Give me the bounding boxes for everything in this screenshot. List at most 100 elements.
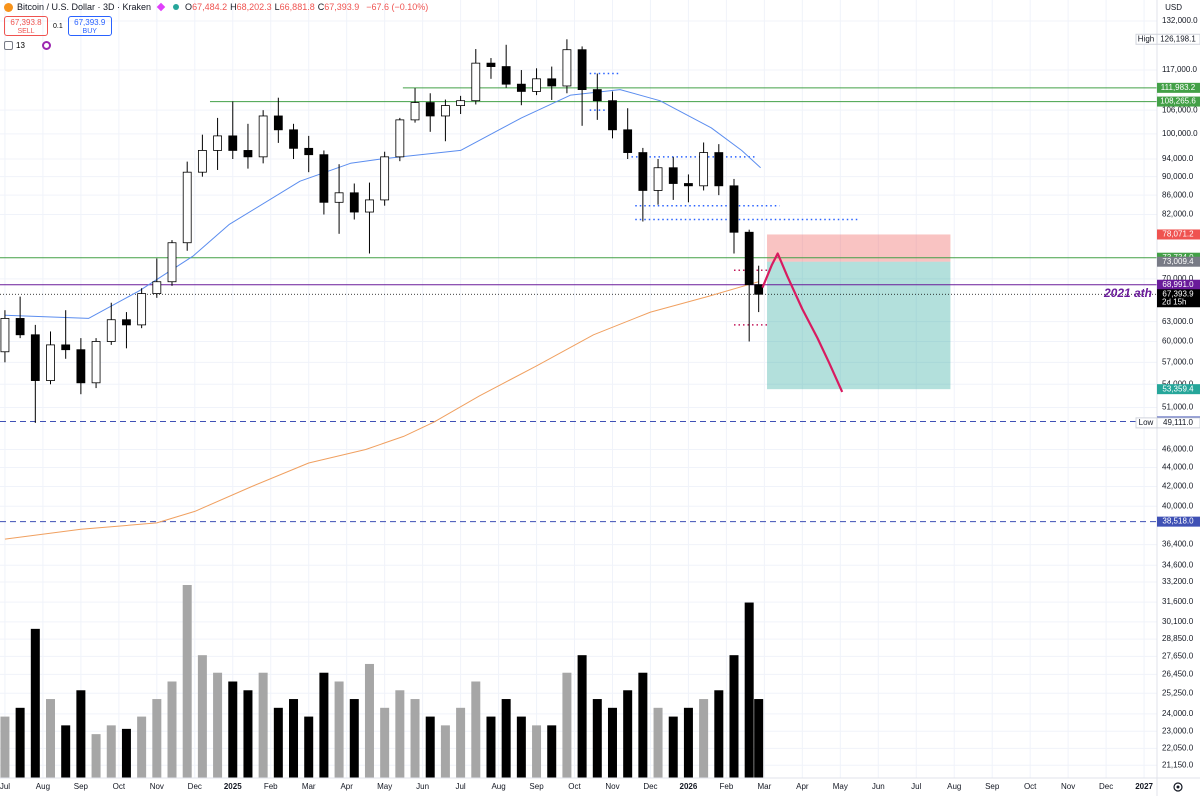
y-tick-label: 46,000.0 xyxy=(1162,445,1194,454)
y-tick-label: 28,850.0 xyxy=(1162,634,1194,643)
x-tick-label: Jul xyxy=(0,782,10,791)
candle-body xyxy=(516,83,526,92)
volume-bar xyxy=(410,699,420,778)
projection-line xyxy=(761,252,844,393)
candle-body xyxy=(410,102,420,121)
volume-bar xyxy=(61,725,71,778)
candle-body xyxy=(46,344,55,381)
candle-body xyxy=(289,129,298,149)
volume-bar xyxy=(471,681,481,778)
collapse-icon[interactable] xyxy=(4,41,13,50)
y-tick-label: 36,400.0 xyxy=(1162,540,1194,549)
y-tick-label: 63,000.0 xyxy=(1162,317,1194,326)
x-tick-label: 2027 xyxy=(1135,782,1153,791)
x-tick-label: Dec xyxy=(643,782,657,791)
volume-bar xyxy=(319,672,329,778)
ohlc-value: 67,393.9 xyxy=(324,2,360,12)
candle-body xyxy=(653,167,663,191)
ohlc-value: 68,202.3 xyxy=(236,2,272,12)
y-tick-label: 100,000.0 xyxy=(1162,129,1198,138)
candle-body xyxy=(213,135,222,151)
y-tick-label: 23,000.0 xyxy=(1162,726,1194,735)
candle-body xyxy=(365,199,374,213)
y-tick-label: 44,000.0 xyxy=(1162,463,1194,472)
y-tick-label: 42,000.0 xyxy=(1162,482,1194,491)
y-tick-label: 117,000.0 xyxy=(1162,65,1198,74)
currency[interactable]: USD xyxy=(1165,3,1182,12)
volume-bar xyxy=(364,663,374,778)
price-label-box xyxy=(1157,384,1200,395)
candle-body xyxy=(754,284,764,295)
extreme-label-box xyxy=(1156,417,1200,429)
buy-button[interactable]: 67,393.9 BUY xyxy=(67,16,112,36)
indicators-toggle[interactable]: 13 xyxy=(4,41,51,50)
volume-bar xyxy=(699,699,709,778)
candle-body xyxy=(349,192,359,213)
x-tick-label: Feb xyxy=(264,782,278,791)
price-label: 73,009.4 xyxy=(1162,257,1194,266)
market-status xyxy=(173,4,180,10)
candle-body xyxy=(562,49,572,87)
price-label: 111,983.2 xyxy=(1161,83,1196,92)
volume-bar xyxy=(228,681,238,778)
x-tick-label: Dec xyxy=(1099,782,1113,791)
countdown: 2d 15h xyxy=(1162,297,1186,306)
symbol-name[interactable]: Bitcoin / U.S. Dollar · 3D · Kraken xyxy=(17,2,152,12)
ohlc-key: L xyxy=(274,2,280,12)
plot-area xyxy=(0,39,1157,778)
x-tick-label: Nov xyxy=(150,782,164,791)
price-label: 38,518.0 xyxy=(1162,517,1194,526)
volume-bar xyxy=(349,699,359,778)
volume-bar xyxy=(0,716,10,778)
volume-bar xyxy=(668,716,678,778)
candle-body xyxy=(304,147,314,156)
candle-body xyxy=(441,105,450,117)
candle-body xyxy=(395,119,405,158)
volume-bar xyxy=(754,699,764,778)
volume-bar xyxy=(577,655,587,778)
volume-bar xyxy=(334,681,344,778)
candle-body xyxy=(152,281,162,295)
candle-body xyxy=(729,185,739,233)
candle-body xyxy=(76,349,86,384)
ohlc-key: C xyxy=(317,2,325,12)
y-tick-label: 25,250.0 xyxy=(1162,688,1194,697)
y-tick-label: 70,000.0 xyxy=(1162,274,1194,283)
volume-bar xyxy=(532,725,542,778)
y-tick-label: 26,450.0 xyxy=(1162,670,1194,679)
candle-body xyxy=(273,115,283,131)
sell-button[interactable]: 67,393.8 SELL xyxy=(4,16,48,36)
x-tick-label: 2025 xyxy=(224,782,242,791)
volume-bar xyxy=(744,602,754,778)
volume-bar xyxy=(15,707,25,778)
settings-icon[interactable] xyxy=(1173,782,1183,792)
candle-body xyxy=(137,293,147,326)
y-tick-label: 132,000.0 xyxy=(1162,16,1198,25)
candle-body xyxy=(714,152,724,187)
price-label: 67,393.9 xyxy=(1162,289,1194,298)
x-tick-label: Nov xyxy=(605,782,619,791)
quantity[interactable]: 0.1 xyxy=(53,22,63,30)
x-tick-label: Jun xyxy=(872,782,885,791)
candle-body xyxy=(0,318,10,353)
ohlc-value: 66,881.8 xyxy=(279,2,315,12)
y-tick-label: 31,600.0 xyxy=(1162,597,1194,606)
y-tick-label: 54,000.0 xyxy=(1162,379,1194,388)
candle-body xyxy=(699,152,709,187)
extreme-name: High xyxy=(1138,34,1154,43)
sell-label: SELL xyxy=(17,28,35,35)
y-tick-label: 22,050.0 xyxy=(1162,743,1194,752)
volume-bar xyxy=(683,707,693,778)
flag-icon[interactable] xyxy=(156,2,166,12)
price-label: 53,359.4 xyxy=(1162,384,1194,393)
volume-bar xyxy=(121,728,131,778)
indicator-icon[interactable] xyxy=(41,41,51,50)
candle-body xyxy=(182,171,192,244)
volume-bar xyxy=(304,716,314,778)
volume-bar xyxy=(243,690,253,778)
volume-bar xyxy=(501,699,511,778)
candle-body xyxy=(380,156,390,201)
target-zone xyxy=(767,261,951,390)
